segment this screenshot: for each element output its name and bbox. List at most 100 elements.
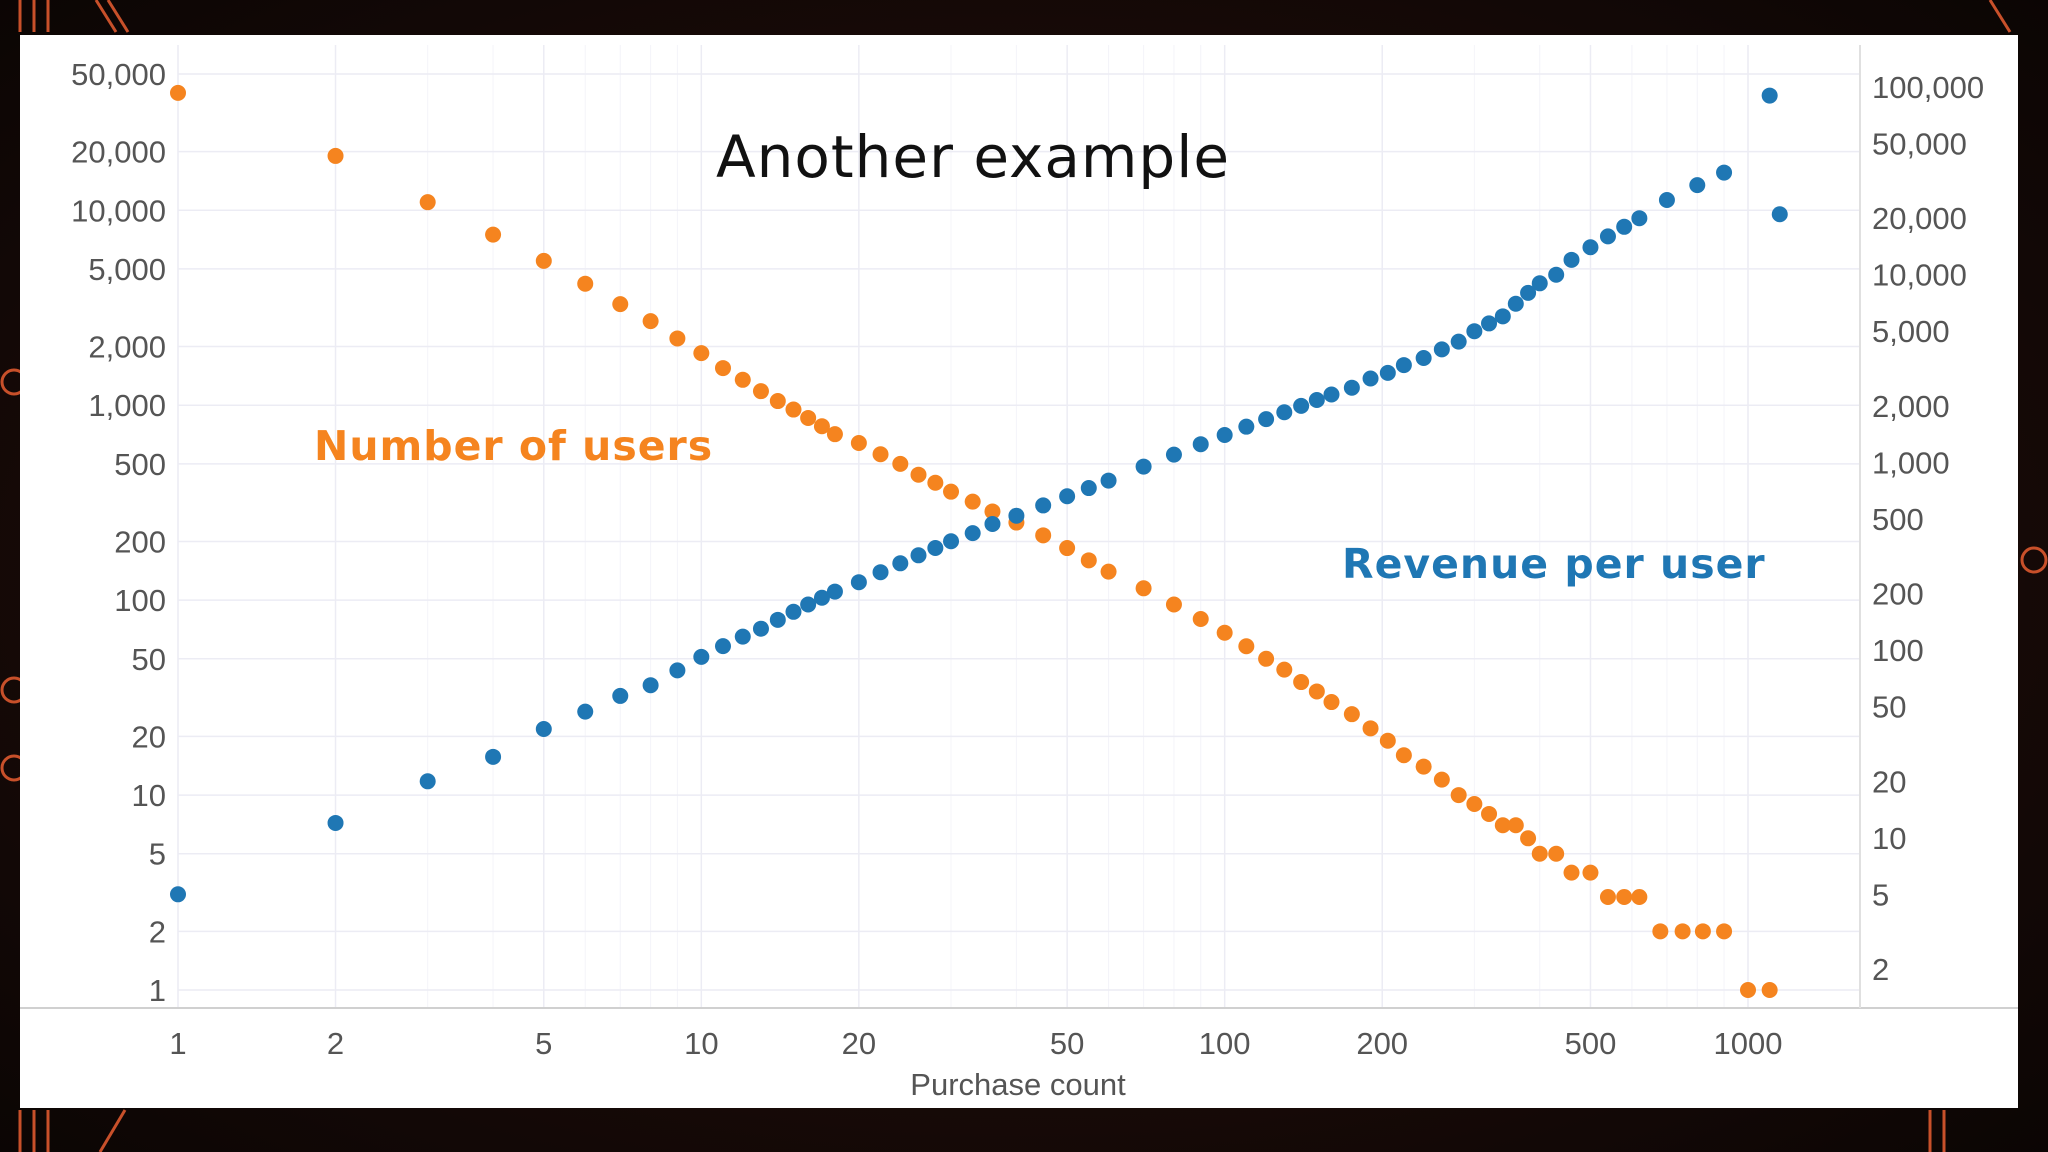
users-point	[1080, 552, 1097, 569]
revenue-point	[1689, 177, 1706, 194]
users-point	[964, 493, 981, 510]
users-point	[1308, 683, 1325, 700]
users-point	[1466, 795, 1483, 812]
users-point	[419, 194, 436, 211]
revenue-point	[1563, 251, 1580, 268]
revenue-series	[170, 87, 1788, 903]
revenue-point	[1080, 480, 1097, 497]
users-point	[535, 252, 552, 269]
revenue-point	[419, 773, 436, 790]
users-point	[577, 275, 594, 292]
revenue-point	[669, 662, 686, 679]
y-right-tick-label: 20,000	[1872, 201, 1967, 236]
x-tick-label: 100	[1199, 1026, 1251, 1061]
deco-line	[94, 0, 118, 33]
revenue-point	[1481, 315, 1498, 332]
users-point	[1494, 817, 1511, 834]
users-point	[1238, 638, 1255, 655]
revenue-point	[1548, 266, 1565, 283]
users-point	[1531, 845, 1548, 862]
x-axis-title: Purchase count	[910, 1067, 1126, 1102]
users-point	[850, 434, 867, 451]
users-point	[1716, 923, 1733, 940]
deco-line	[1988, 0, 2012, 33]
users-point	[1293, 674, 1310, 691]
revenue-point	[1100, 472, 1117, 489]
revenue-point	[1238, 418, 1255, 435]
revenue-point	[984, 515, 1001, 532]
revenue-point	[1135, 458, 1152, 475]
users-point	[826, 426, 843, 443]
revenue-point	[800, 596, 817, 613]
users-point	[1100, 563, 1117, 580]
users-point	[892, 455, 909, 472]
y-left-tick-label: 2	[149, 914, 166, 949]
revenue-point	[943, 533, 960, 550]
revenue-point	[826, 583, 843, 600]
y-left-tick-label: 10	[132, 778, 166, 813]
revenue-point	[1450, 333, 1467, 350]
users-point	[1323, 694, 1340, 711]
revenue-point	[813, 589, 830, 606]
y-right-tick-label: 2	[1872, 952, 1889, 987]
revenue-point	[1616, 218, 1633, 235]
revenue-point	[910, 547, 927, 564]
users-point	[612, 296, 629, 313]
deco-line	[106, 0, 130, 33]
revenue-point	[785, 603, 802, 620]
y-left-tick-label: 1	[149, 973, 166, 1008]
revenue-point	[1258, 411, 1275, 428]
y-left-tick-label: 20,000	[71, 135, 166, 170]
revenue-point	[1293, 397, 1310, 414]
users-point	[1652, 923, 1669, 940]
revenue-series-label: Revenue per user	[1342, 540, 1766, 588]
revenue-point	[1658, 192, 1675, 209]
slide-title: Another example	[715, 123, 1231, 191]
revenue-point	[642, 677, 659, 694]
y-left-tick-label: 5,000	[88, 252, 166, 287]
y-right-tick-label: 50,000	[1872, 127, 1967, 162]
x-tick-label: 20	[842, 1026, 876, 1061]
revenue-point	[927, 539, 944, 556]
y-right-tick-label: 5	[1872, 877, 1889, 912]
x-tick-label: 50	[1050, 1026, 1084, 1061]
users-point	[1548, 845, 1565, 862]
y-right-tick-label: 100,000	[1872, 70, 1984, 105]
users-point	[1481, 805, 1498, 822]
revenue-point	[485, 748, 502, 765]
users-point	[170, 84, 186, 101]
y-left-tick-label: 2,000	[88, 330, 166, 365]
users-point	[813, 418, 830, 435]
users-point	[984, 503, 1001, 520]
revenue-point	[1466, 323, 1483, 340]
users-point	[1216, 624, 1233, 641]
revenue-point	[1379, 364, 1396, 381]
users-point	[1616, 888, 1633, 905]
users-point	[1433, 771, 1450, 788]
y-left-tick-label: 1,000	[88, 388, 166, 423]
revenue-point	[752, 620, 769, 637]
x-tick-label: 1000	[1714, 1026, 1783, 1061]
y-right-tick-label: 500	[1872, 502, 1924, 537]
y-left-tick-label: 200	[114, 524, 166, 559]
revenue-point	[1507, 295, 1524, 312]
users-point	[769, 393, 786, 410]
users-point	[1507, 817, 1524, 834]
revenue-point	[577, 703, 594, 720]
revenue-point	[872, 564, 889, 581]
y-left-tick-label: 100	[114, 583, 166, 618]
y-right-tick-label: 10	[1872, 821, 1906, 856]
users-point	[927, 474, 944, 491]
revenue-point	[1035, 497, 1052, 514]
users-point	[669, 330, 686, 347]
y-right-tick-label: 50	[1872, 690, 1906, 725]
x-tick-label: 1	[169, 1026, 186, 1061]
revenue-point	[734, 628, 751, 645]
y-right-tick-label: 100	[1872, 633, 1924, 668]
users-point	[1165, 596, 1182, 613]
revenue-point	[1582, 239, 1599, 256]
y-left-tick-label: 500	[114, 447, 166, 482]
users-point	[1740, 982, 1756, 998]
users-series	[170, 84, 1778, 998]
